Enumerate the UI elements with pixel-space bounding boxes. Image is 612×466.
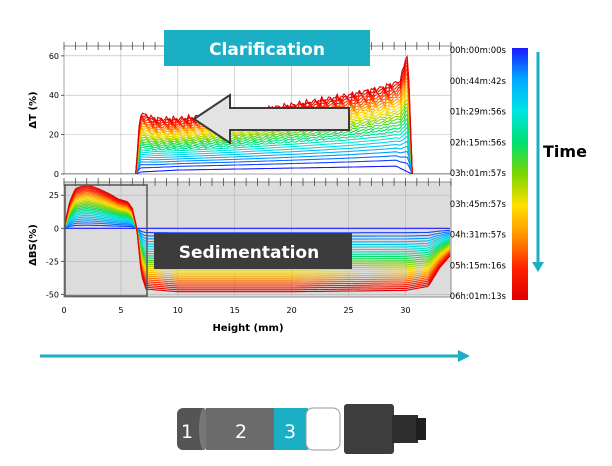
time-profile-line [64,224,450,234]
y-tick-label: -25 [46,257,59,266]
time-profile-line [64,199,451,271]
x-axis-label: Height (mm) [212,323,283,334]
x-tick-label: 15 [230,306,240,315]
backscattering-y-label: ΔBS(%) [28,224,39,266]
colorbar-label: 00h:00m:00s [450,46,507,56]
y-tick-label: 60 [49,52,59,61]
vial-zone-3-number: 3 [284,421,296,443]
y-tick-label: 40 [49,91,59,100]
time-profile-line [64,194,451,277]
time-profile-line [64,106,450,174]
time-profile-line [64,192,451,281]
clarification-label: Clarification [209,40,325,60]
time-profile-line [64,150,450,174]
time-profile-line [64,109,450,174]
time-profile-line [64,186,451,289]
x-tick-label: 0 [61,306,66,315]
clarification-arrow [192,93,350,145]
transmission-panel: 0 20 40 60 ΔT (%) [28,42,452,179]
time-profile-line [64,196,451,275]
time-profile-line [64,184,451,293]
height-arrow-head [458,350,470,362]
vial-cap-neck [392,415,418,443]
clarification-annotation: Clarification [164,30,370,145]
time-profile-line [64,122,450,174]
time-label: Time [543,142,587,161]
time-profile-line [64,135,450,174]
highlight-box [64,184,148,297]
backscattering-y-ticks: -50 -25 0 25 [46,191,64,299]
time-profile-line [64,102,450,174]
vial-cap-tip [416,418,426,440]
time-profile-line [64,145,450,174]
transmission-y-ticks: 0 20 40 60 [49,52,64,179]
time-profile-line [64,117,450,174]
colorbar-label: 00h:44m:42s [450,77,507,87]
vial-zone-2-number: 2 [235,421,247,443]
colorbar-label: 03h:45m:57s [450,200,507,210]
sedimentation-annotation: Sedimentation [154,233,352,269]
colorbar-label: 06h:01m:13s [450,292,507,302]
time-profile-line [64,155,450,174]
time-colorbar: 00h:00m:00s 00h:44m:42s 01h:29m:56s 02h:15m… [450,46,528,302]
y-tick-label: 0 [54,224,59,233]
time-profile-line [64,189,451,285]
colorbar-label: 01h:29m:56s [450,108,507,118]
time-arrow-head [532,262,544,272]
time-indicator: Time [532,52,587,272]
sample-vial: 1 2 3 [177,404,426,454]
time-profile-line [64,113,450,174]
colorbar-label: 03h:01m:57s [450,169,507,179]
sedimentation-label: Sedimentation [179,243,319,263]
colorbar-strip [512,48,528,300]
colorbar-label: 04h:31m:57s [450,231,507,241]
x-axis-ticks: 0 5 10 15 20 25 30 [61,306,410,315]
time-profile-line [64,130,450,174]
vial-zone-3 [274,408,308,450]
time-profile-line [64,197,451,273]
x-tick-label: 25 [343,306,353,315]
time-profile-line [64,140,450,174]
y-tick-label: -50 [46,290,59,299]
x-tick-label: 10 [173,306,183,315]
vial-zone-2 [206,408,274,450]
clarification-banner [164,30,370,66]
x-tick-label: 5 [118,306,123,315]
time-profile-line [64,125,450,174]
time-profile-line [64,165,450,174]
time-profile-line [64,193,451,279]
colorbar-label: 05h:15m:16s [450,261,507,271]
transmission-y-label: ΔT (%) [28,91,39,128]
vial-zone-1-number: 1 [181,421,193,443]
colorbar-labels: 00h:00m:00s 00h:44m:42s 01h:29m:56s 02h:15m… [450,46,507,302]
colorbar-label: 02h:15m:56s [450,138,507,148]
y-tick-label: 25 [49,191,59,200]
vial-zone-1 [177,408,204,450]
x-tick-label: 20 [287,306,297,315]
sedimentation-banner [154,233,352,269]
time-profile-line [64,97,450,174]
vial-empty-zone [305,407,341,451]
x-tick-label: 30 [400,306,410,315]
y-tick-label: 20 [49,131,59,140]
height-direction-arrow [40,350,470,362]
time-profile-line [64,159,450,174]
y-tick-label: 0 [54,170,59,179]
vial-cap [344,404,394,454]
